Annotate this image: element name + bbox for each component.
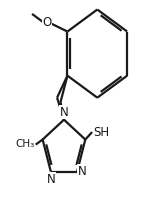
Text: CH₃: CH₃ <box>16 139 35 149</box>
Text: N: N <box>60 106 68 119</box>
Text: O: O <box>42 16 51 29</box>
Text: N: N <box>78 165 87 178</box>
Text: N: N <box>46 173 55 186</box>
Text: SH: SH <box>93 126 109 140</box>
